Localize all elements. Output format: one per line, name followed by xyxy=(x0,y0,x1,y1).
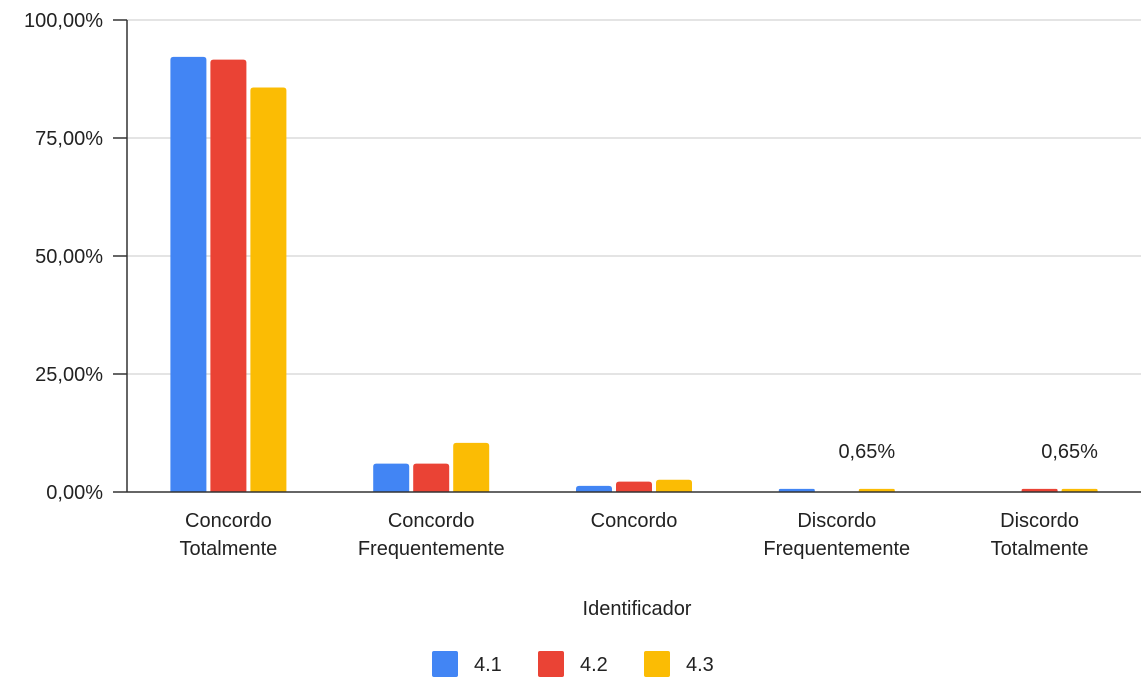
y-tick-label: 50,00% xyxy=(35,246,103,268)
x-category-label: Concordo Frequentemente xyxy=(358,510,505,560)
bars xyxy=(170,56,1098,492)
bar-4-2 xyxy=(210,59,247,492)
x-category-label: Concordo Totalmente xyxy=(179,510,277,560)
legend-label: 4.1 xyxy=(474,654,502,676)
x-axis-category-labels: Concordo Totalmente Concordo Frequentemente… xyxy=(179,510,1088,560)
y-tick-label: 25,00% xyxy=(35,364,103,386)
bar-4-3 xyxy=(453,442,490,492)
y-tick-label: 100,00% xyxy=(24,10,103,32)
legend-label: 4.2 xyxy=(580,654,608,676)
x-category-label: Discordo Frequentemente xyxy=(763,510,910,560)
x-axis-title: Identificador xyxy=(583,598,692,620)
bar-4-3 xyxy=(1061,488,1098,492)
bar-4-2 xyxy=(1021,488,1058,492)
legend-swatch xyxy=(432,651,458,677)
bar-4-1 xyxy=(373,463,410,492)
legend: 4.1 4.2 4.3 xyxy=(432,651,714,677)
bar-4-3 xyxy=(656,479,692,492)
x-category-label: Discordo Totalmente xyxy=(991,510,1089,560)
y-axis-tick-labels: 0,00% 25,00% 50,00% 75,00% 100,00% xyxy=(24,10,103,504)
bar-4-1 xyxy=(170,56,207,492)
y-tick-label: 0,00% xyxy=(46,482,103,504)
x-category-label: Concordo xyxy=(591,510,678,532)
data-label: 0,65% xyxy=(1041,441,1098,463)
gridlines xyxy=(113,19,1141,493)
legend-swatch xyxy=(644,651,670,677)
bar-4-1 xyxy=(576,485,612,492)
bar-4-3 xyxy=(858,488,895,492)
bar-4-1 xyxy=(778,488,815,492)
bar-4-3 xyxy=(250,87,287,492)
bar-4-2 xyxy=(616,481,652,492)
legend-label: 4.3 xyxy=(686,654,714,676)
y-tick-label: 75,00% xyxy=(35,128,103,150)
data-label: 0,65% xyxy=(838,441,895,463)
data-labels: 0,65% 0,65% xyxy=(838,441,1098,463)
bar-4-2 xyxy=(413,463,450,492)
legend-swatch xyxy=(538,651,564,677)
